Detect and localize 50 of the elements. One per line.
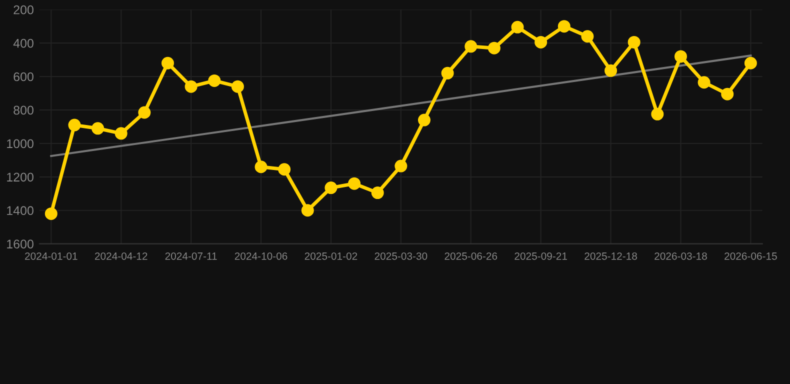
x-tick-label: 2025-09-21: [514, 252, 567, 260]
x-tick-label: 2026-03-18: [654, 252, 707, 260]
point: [581, 30, 594, 43]
point: [651, 108, 664, 120]
point: [324, 182, 338, 194]
x-tick-label: 2024-10-06: [234, 252, 288, 260]
point: [208, 74, 221, 87]
point: [68, 118, 81, 132]
point: [464, 40, 478, 53]
point: [698, 76, 710, 89]
point: [138, 106, 151, 119]
x-tick-label: 2024-01-01: [25, 252, 78, 260]
y-tick-label: 800: [14, 106, 34, 115]
point: [254, 160, 268, 174]
point: [114, 127, 128, 140]
point: [558, 20, 570, 33]
point: [604, 64, 618, 77]
x-tick-label: 2025-03-30: [374, 252, 428, 260]
point: [394, 160, 408, 172]
point: [44, 207, 58, 220]
x-tick-label: 2026-06-15: [724, 252, 777, 260]
x-tick-label: 2025-12-18: [584, 252, 637, 260]
point: [441, 66, 454, 80]
x-tick-label: 2025-06-26: [444, 252, 498, 260]
point: [534, 36, 548, 48]
point: [161, 56, 174, 70]
point: [348, 177, 361, 190]
point: [488, 42, 500, 54]
y-tick-label: 200: [14, 5, 34, 14]
x-tick-label: 2024-04-12: [94, 252, 148, 260]
point: [418, 114, 430, 126]
point: [231, 80, 244, 93]
point: [744, 56, 757, 70]
y-tick-label: 1000: [7, 139, 34, 148]
point: [628, 36, 640, 48]
point: [511, 20, 524, 34]
x-tick-label: 2025-01-02: [304, 252, 358, 260]
point: [184, 80, 198, 93]
point: [278, 163, 291, 176]
y-tick-label: 400: [13, 38, 34, 48]
y-tick-label: 1600: [7, 240, 34, 248]
y-tick-label: 600: [14, 72, 34, 82]
y-tick-label: 1400: [7, 206, 34, 216]
point: [721, 88, 734, 100]
point: [301, 204, 314, 217]
point: [371, 186, 384, 200]
y-tick-label: 1200: [7, 172, 34, 182]
x-tick-label: 2024-07-11: [165, 252, 217, 260]
point: [674, 50, 687, 63]
point: [92, 122, 104, 135]
